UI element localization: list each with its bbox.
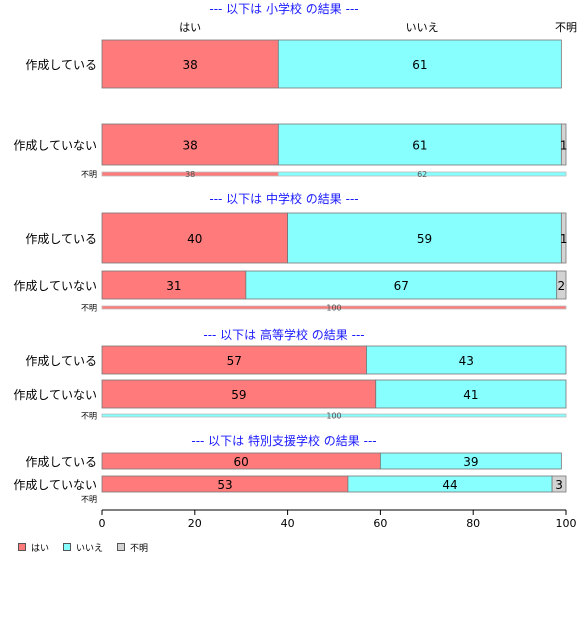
data-label: 53 [217, 478, 232, 492]
legend-item-unknown: 不明 [117, 541, 148, 554]
x-tick-label: 100 [556, 517, 577, 530]
bar-segment-no [277, 123, 562, 166]
data-label: 61 [412, 139, 427, 153]
x-tick-label: 0 [99, 517, 106, 530]
row-label: 不明 [81, 170, 97, 179]
bar-segment-unknown [556, 270, 567, 300]
bar-segment-no [245, 270, 558, 300]
legend-label-yes: はい [31, 543, 50, 554]
data-label: 61 [412, 58, 427, 72]
bar-segment-yes [101, 305, 567, 310]
bar-segment-yes [101, 39, 279, 89]
data-label: 31 [166, 279, 181, 293]
data-label: 1 [560, 232, 568, 246]
bar-segment-yes [101, 379, 377, 409]
bar-segment-no [375, 379, 567, 409]
data-label: 38 [183, 139, 198, 153]
panel-title-4: --- 以下は 特別支援学校 の結果 --- [191, 433, 376, 448]
top-label-yes: はい [179, 21, 201, 34]
data-label: 59 [417, 232, 432, 246]
legend-item-yes: はい [18, 541, 49, 554]
x-tick-label: 40 [281, 517, 295, 530]
data-label: 44 [442, 478, 457, 492]
data-label: 38 [185, 170, 195, 179]
bar-segment-yes [101, 212, 289, 264]
bar-segment-yes [101, 345, 367, 375]
legend-swatch-no [63, 543, 72, 551]
row-label: 作成している [25, 232, 97, 246]
row-label: 作成していない [13, 279, 97, 293]
bar-segment-unknown [551, 475, 567, 493]
legend-swatch-unknown [117, 543, 126, 551]
data-label: 2 [558, 279, 566, 293]
data-label: 3 [555, 478, 563, 492]
panel-title-1: --- 以下は 小学校 の結果 --- [209, 1, 358, 16]
row-label: 作成している [25, 455, 97, 469]
data-label: 39 [463, 455, 478, 469]
legend-swatch-yes [18, 543, 26, 551]
panel-title-2: --- 以下は 中学校 の結果 --- [209, 191, 358, 206]
x-tick-label: 80 [466, 517, 480, 530]
row-label: 不明 [81, 304, 97, 313]
top-label-no: いいえ [406, 21, 439, 34]
legend-label-unknown: 不明 [130, 543, 149, 554]
top-label-unknown: 不明 [555, 21, 577, 34]
chart-legend: はい いいえ 不明 [18, 540, 162, 554]
data-label: 67 [394, 279, 409, 293]
bar-segment-no [277, 171, 567, 177]
bar-segment-unknown [560, 123, 567, 166]
legend-item-no: いいえ [63, 541, 103, 554]
bar-segment-no [277, 39, 562, 89]
data-label: 60 [234, 455, 249, 469]
data-label: 100 [326, 304, 341, 313]
row-label: 作成していない [13, 478, 97, 492]
x-tick-label: 60 [373, 517, 387, 530]
bar-segment-no [101, 413, 567, 418]
data-label: 57 [227, 354, 242, 368]
data-label: 62 [417, 170, 427, 179]
bar-segment-yes [101, 123, 279, 166]
data-label: 43 [459, 354, 474, 368]
bar-segment-yes [101, 270, 247, 300]
data-label: 100 [326, 412, 341, 421]
x-tick-label: 20 [188, 517, 202, 530]
data-label: 40 [187, 232, 202, 246]
row-label: 作成していない [13, 388, 97, 402]
data-label: 59 [231, 388, 246, 402]
row-label: 不明 [81, 495, 97, 504]
bar-segment-no [366, 345, 567, 375]
row-label: 作成している [25, 354, 97, 368]
panel-title-3: --- 以下は 高等学校 の結果 --- [203, 327, 364, 342]
legend-label-no: いいえ [76, 543, 104, 554]
bar-segment-no [287, 212, 562, 264]
row-label: 作成していない [13, 139, 97, 153]
data-label: 1 [560, 139, 568, 153]
bar-segment-unknown [560, 212, 567, 264]
bar-segment-no [379, 452, 562, 470]
row-label: 作成している [25, 58, 97, 72]
data-label: 41 [463, 388, 478, 402]
row-label: 不明 [81, 412, 97, 421]
data-label: 38 [183, 58, 198, 72]
